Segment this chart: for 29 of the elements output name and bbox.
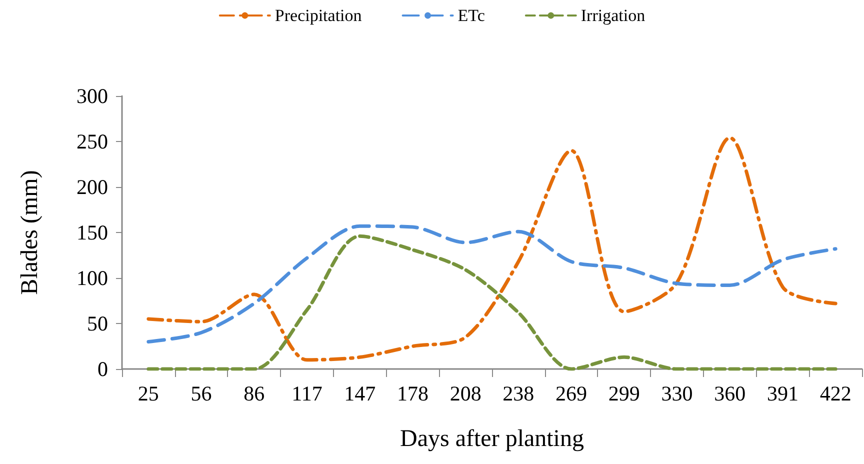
line-series: [146, 234, 838, 371]
x-tick-label: 330: [661, 382, 693, 406]
y-tick-label: 150: [76, 220, 108, 244]
line-series: [146, 136, 838, 362]
x-tick-label: 86: [244, 382, 265, 406]
x-axis-title: Days after planting: [400, 426, 584, 452]
y-axis-title: Blades (mm): [17, 170, 43, 295]
y-tick-label: 100: [76, 266, 108, 290]
line-series: [146, 224, 838, 344]
y-tick-label: 0: [98, 357, 108, 381]
x-tick-label: 422: [820, 382, 852, 406]
y-tick-label: 200: [76, 175, 108, 199]
x-tick-label: 208: [450, 382, 482, 406]
x-tick-label: 269: [556, 382, 588, 406]
x-tick-label: 238: [502, 382, 534, 406]
y-tick-label: 300: [76, 84, 108, 108]
x-tick-label: 391: [766, 382, 798, 406]
x-tick-label: 178: [396, 382, 428, 406]
x-tick-label: 147: [344, 382, 376, 406]
legend-label: Precipitation: [274, 6, 362, 25]
x-tick-label: 56: [190, 382, 212, 406]
x-tick-label: 117: [292, 382, 322, 406]
legend-label: ETc: [458, 6, 486, 25]
x-tick-label: 360: [714, 382, 746, 406]
x-tick-label: 25: [138, 382, 159, 406]
x-tick-label: 299: [608, 382, 640, 406]
legend-label: Irrigation: [580, 6, 646, 25]
y-tick-label: 50: [87, 312, 108, 336]
y-tick-label: 250: [76, 130, 108, 154]
